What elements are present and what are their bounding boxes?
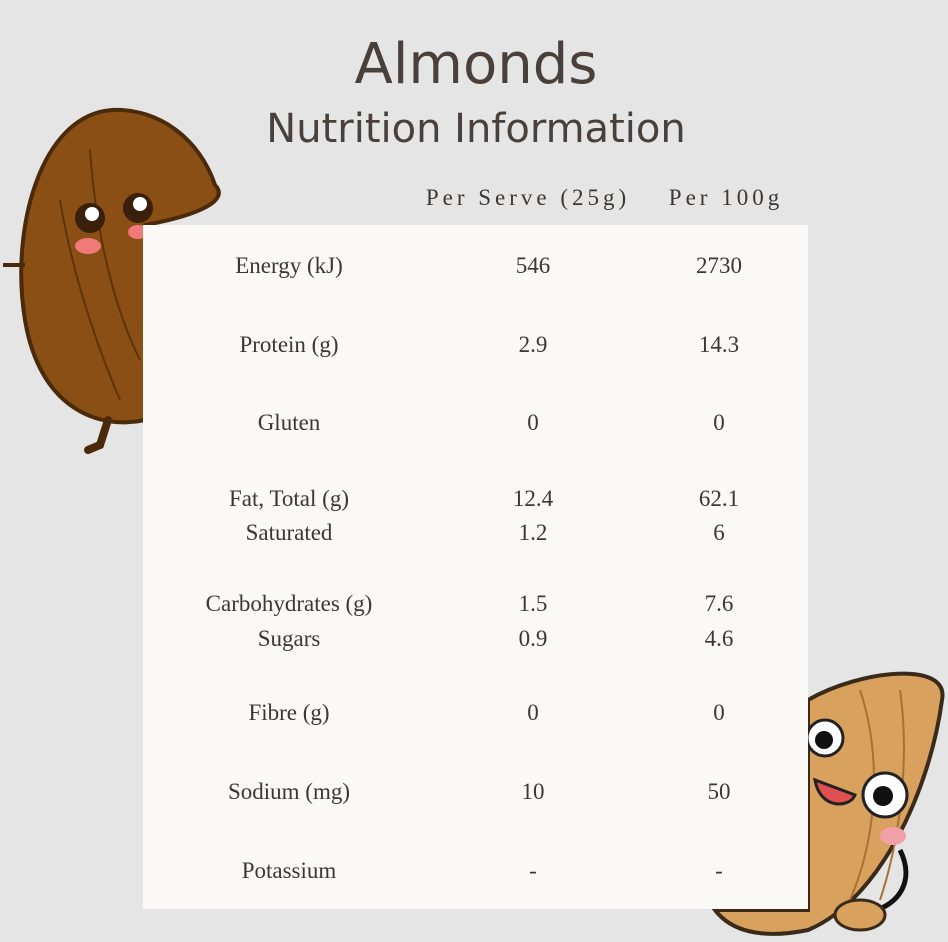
column-header: Per Serve (25g) xyxy=(426,185,630,210)
per-serve-value: 10 xyxy=(522,779,545,804)
per-100g-value: 6 xyxy=(713,520,725,545)
title: Almonds xyxy=(355,32,598,97)
per-serve-value: 0.9 xyxy=(519,626,548,651)
per-100g-value: 0 xyxy=(713,700,725,725)
per-serve-value: 12.4 xyxy=(513,486,554,511)
left-almond xyxy=(3,107,221,454)
row-label: Sugars xyxy=(258,626,321,651)
row-label: Fat, Total (g) xyxy=(229,486,349,511)
per-100g-value: - xyxy=(715,858,723,883)
row-label: Fibre (g) xyxy=(248,700,329,725)
row-label: Protein (g) xyxy=(239,332,338,357)
per-serve-value: 2.9 xyxy=(519,332,548,357)
per-serve-value: - xyxy=(529,858,537,883)
row-label: Gluten xyxy=(258,410,321,435)
per-serve-value: 0 xyxy=(527,700,539,725)
row-label: Energy (kJ) xyxy=(235,253,343,278)
per-100g-value: 14.3 xyxy=(699,332,739,357)
per-serve-value: 1.2 xyxy=(519,520,548,545)
subtitle: Nutrition Information xyxy=(266,106,685,152)
per-100g-value: 50 xyxy=(708,779,731,804)
per-serve-value: 1.5 xyxy=(519,591,548,616)
row-label: Sodium (mg) xyxy=(228,779,350,804)
per-serve-value: 0 xyxy=(527,410,539,435)
row-label: Saturated xyxy=(246,520,333,545)
per-100g-value: 62.1 xyxy=(699,486,739,511)
row-label: Carbohydrates (g) xyxy=(206,591,373,616)
row-label: Potassium xyxy=(242,858,337,883)
table-panel xyxy=(143,225,808,909)
right-almond xyxy=(710,671,945,936)
per-100g-value: 2730 xyxy=(696,253,742,278)
per-100g-value: 4.6 xyxy=(705,626,734,651)
per-100g-value: 0 xyxy=(713,410,725,435)
column-header: Per 100g xyxy=(669,185,783,210)
per-100g-value: 7.6 xyxy=(705,591,734,616)
per-serve-value: 546 xyxy=(516,253,551,278)
